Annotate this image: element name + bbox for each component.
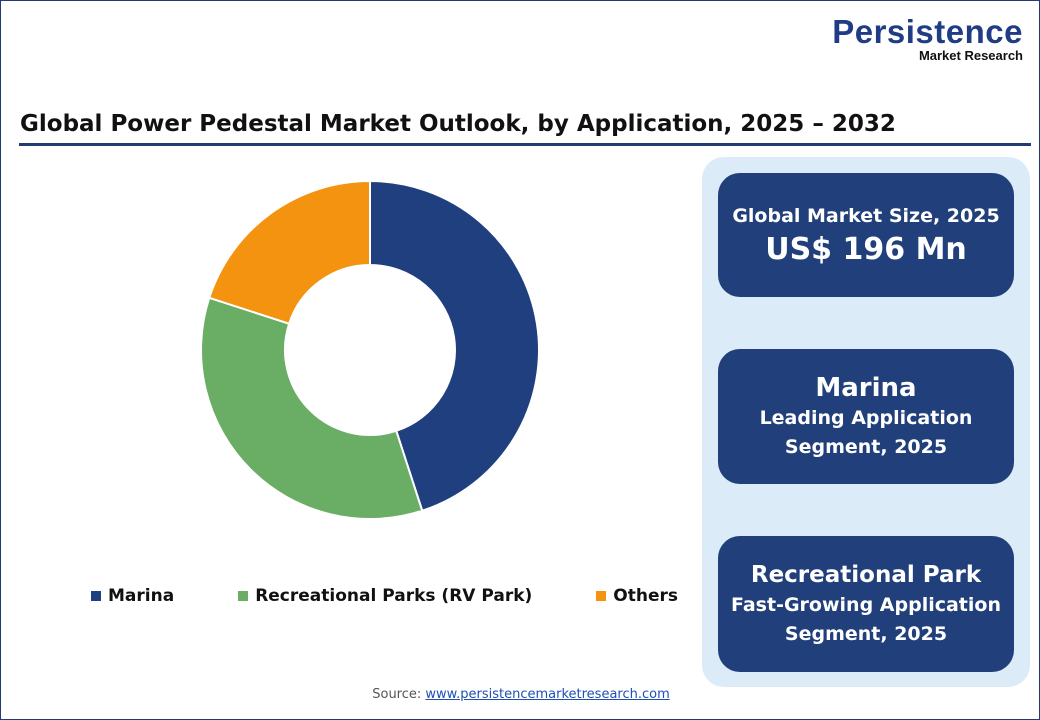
legend: Marina Recreational Parks (RV Park) Othe… (91, 586, 742, 606)
card-value: Marina (815, 372, 917, 403)
donut-chart (199, 179, 541, 521)
card-value: US$ 196 Mn (765, 231, 967, 267)
leading-segment-card: Marina Leading Application Segment, 2025 (718, 349, 1014, 484)
card-label: Segment, 2025 (784, 623, 948, 645)
logo-text: Persistence (832, 13, 1023, 50)
legend-item-others: Others (596, 586, 678, 606)
title-divider (19, 143, 1031, 146)
fast-growing-card: Recreational Park Fast-Growing Applicati… (718, 536, 1014, 672)
donut-slice-recreational-parks-rv-park (199, 296, 424, 521)
legend-swatch (91, 591, 101, 601)
market-size-card: Global Market Size, 2025 US$ 196 Mn (718, 173, 1014, 297)
legend-item-recreational: Recreational Parks (RV Park) (238, 586, 532, 606)
source-note: Source: www.persistencemarketresearch.co… (1, 687, 1039, 702)
legend-label: Recreational Parks (RV Park) (255, 586, 533, 606)
legend-label: Marina (108, 586, 175, 606)
card-label: Segment, 2025 (784, 435, 948, 458)
donut-slice-others (208, 179, 371, 325)
legend-label: Others (613, 586, 679, 606)
legend-swatch (238, 591, 249, 601)
legend-swatch (596, 591, 607, 601)
source-label: Source: (372, 687, 422, 702)
source-link[interactable]: www.persistencemarketresearch.com (425, 687, 670, 702)
card-label: Leading Application (759, 406, 973, 429)
logo-subtext: Market Research (918, 48, 1023, 63)
logo: Persistence Market Research (832, 15, 1023, 63)
card-value: Recreational Park (750, 562, 982, 588)
donut-slice-marina (369, 179, 541, 512)
legend-item-marina: Marina (91, 586, 174, 606)
highlights-panel: Global Market Size, 2025 US$ 196 Mn Mari… (702, 157, 1030, 687)
card-label: Fast-Growing Application (731, 594, 1001, 616)
card-label: Global Market Size, 2025 (732, 204, 1000, 227)
chart-title: Global Power Pedestal Market Outlook, by… (20, 111, 896, 137)
